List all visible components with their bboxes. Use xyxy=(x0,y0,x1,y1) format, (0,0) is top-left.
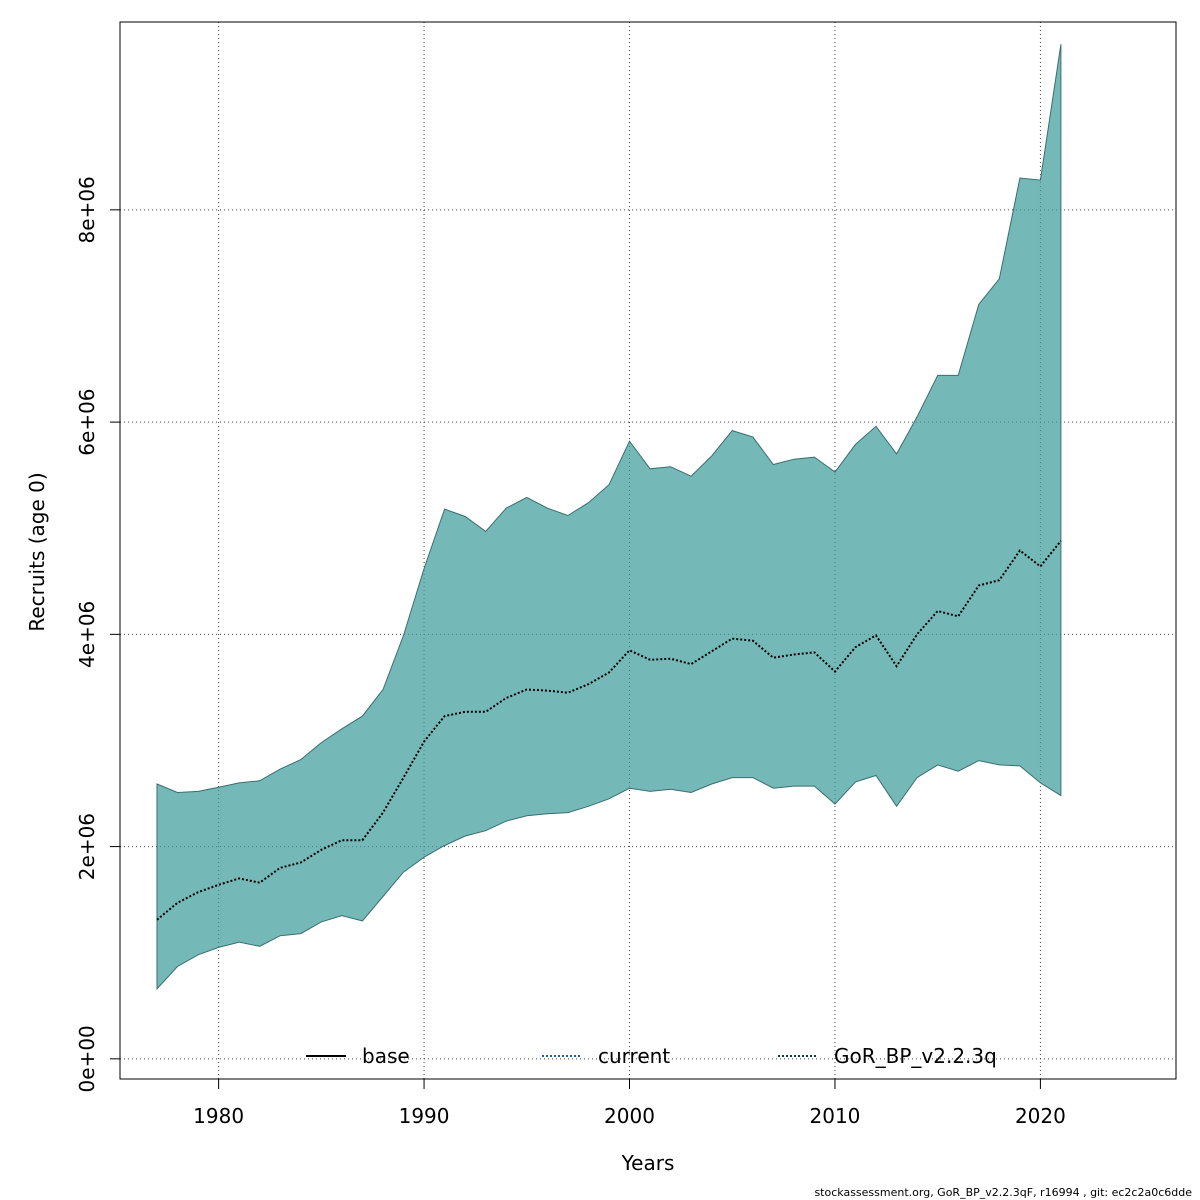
y-tick-label: 6e+06 xyxy=(75,388,99,455)
x-tick-label: 2020 xyxy=(1015,1104,1066,1128)
y-axis: 0e+00 2e+06 4e+06 6e+06 8e+06 xyxy=(75,176,120,1092)
x-axis: 1980 1990 2000 2010 2020 xyxy=(193,1079,1066,1128)
legend-label: current xyxy=(598,1044,670,1068)
x-tick-label: 2000 xyxy=(604,1104,655,1128)
x-tick-label: 2010 xyxy=(810,1104,861,1128)
estimate-line xyxy=(156,540,1062,921)
y-axis-title: Recruits (age 0) xyxy=(25,472,49,631)
legend: base current GoR_BP_v2.2.3q xyxy=(306,1044,997,1068)
legend-label: GoR_BP_v2.2.3q xyxy=(834,1044,997,1068)
x-tick-label: 1980 xyxy=(193,1104,244,1128)
y-tick-label: 4e+06 xyxy=(75,601,99,668)
y-tick-label: 8e+06 xyxy=(75,176,99,243)
legend-label: base xyxy=(362,1044,410,1068)
x-tick-label: 1990 xyxy=(399,1104,450,1128)
x-axis-title: Years xyxy=(621,1151,675,1175)
y-tick-label: 2e+06 xyxy=(75,813,99,880)
plot-frame xyxy=(119,21,1177,1080)
confidence-band xyxy=(156,44,1062,991)
y-tick-label: 0e+00 xyxy=(75,1025,99,1092)
footer-credit: stockassessment.org, GoR_BP_v2.2.3qF, r1… xyxy=(814,1186,1192,1199)
